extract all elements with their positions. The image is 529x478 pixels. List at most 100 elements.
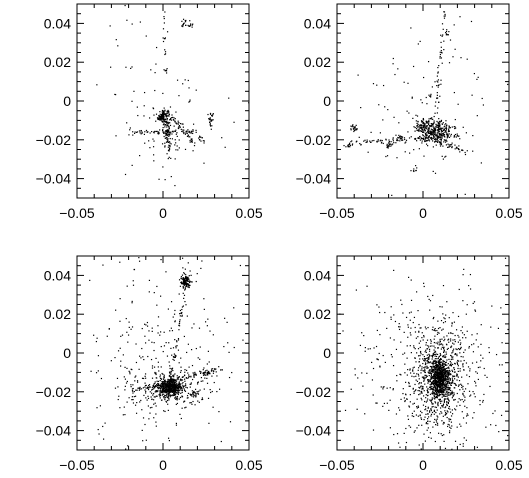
scatter-point xyxy=(133,90,135,92)
scatter-point xyxy=(194,404,196,406)
scatter-point xyxy=(459,399,462,401)
scatter-point xyxy=(425,342,427,344)
scatter-point xyxy=(450,346,452,349)
scatter-point xyxy=(446,382,448,384)
scatter-point xyxy=(128,326,130,328)
scatter-point xyxy=(96,337,98,339)
scatter-point xyxy=(132,284,135,286)
scatter-point xyxy=(151,406,153,409)
scatter-point xyxy=(440,379,443,381)
scatter-point xyxy=(434,424,437,426)
scatter-point xyxy=(447,134,449,136)
scatter-point xyxy=(445,379,447,381)
scatter-point xyxy=(175,129,177,131)
scatter-point xyxy=(242,339,244,341)
scatter-point xyxy=(168,385,170,387)
scatter-point xyxy=(213,370,215,373)
scatter-point xyxy=(428,410,431,412)
scatter-point xyxy=(168,383,170,385)
scatter-point xyxy=(208,370,210,373)
scatter-point xyxy=(169,383,171,386)
scatter-point xyxy=(399,446,401,448)
scatter-point xyxy=(153,132,155,134)
scatter-point xyxy=(162,350,164,353)
scatter-point xyxy=(438,355,441,357)
scatter-point xyxy=(178,279,181,281)
scatter-point xyxy=(432,326,434,328)
scatter-point xyxy=(354,368,356,370)
scatter-point xyxy=(212,370,214,372)
scatter-point xyxy=(190,383,192,385)
scatter-point xyxy=(426,400,428,402)
scatter-point xyxy=(192,129,194,131)
scatter-point xyxy=(189,383,191,385)
scatter-point xyxy=(453,136,455,138)
scatter-point xyxy=(165,384,168,386)
scatter-point xyxy=(427,420,429,422)
scatter-point xyxy=(355,129,357,131)
scatter-point xyxy=(420,390,423,393)
scatter-point xyxy=(123,376,125,378)
scatter-point xyxy=(441,386,444,388)
scatter-point xyxy=(447,338,450,340)
scatter-point xyxy=(376,140,378,142)
scatter-point xyxy=(444,383,446,385)
scatter-point xyxy=(436,409,438,411)
scatter-point xyxy=(173,383,176,385)
scatter-point xyxy=(182,283,184,285)
scatter-point xyxy=(445,130,447,133)
scatter-point xyxy=(172,382,174,384)
x-tick-label: 0.05 xyxy=(495,205,522,221)
scatter-point xyxy=(428,127,431,129)
scatter-point xyxy=(430,385,432,387)
scatter-point xyxy=(449,389,452,392)
scatter-point xyxy=(162,386,164,389)
scatter-point xyxy=(398,134,400,136)
scatter-point xyxy=(447,339,449,341)
scatter-point xyxy=(438,84,440,86)
scatter-point xyxy=(426,357,428,359)
scatter-point xyxy=(439,135,441,137)
scatter-point xyxy=(446,401,448,403)
scatter-point xyxy=(444,372,447,375)
scatter-point xyxy=(169,372,171,374)
scatter-point xyxy=(153,385,155,387)
scatter-point xyxy=(430,125,432,127)
scatter-point xyxy=(482,399,484,402)
scatter-point xyxy=(428,135,430,137)
scatter-point xyxy=(461,386,463,389)
scatter-point xyxy=(460,355,462,358)
scatter-point xyxy=(443,134,445,136)
scatter-point xyxy=(435,353,437,355)
scatter-point xyxy=(168,390,170,392)
scatter-point xyxy=(431,345,433,347)
y-tick-label: −0.02 xyxy=(296,132,332,148)
scatter-point xyxy=(489,385,491,388)
scatter-point xyxy=(451,363,454,366)
scatter-point xyxy=(441,130,443,133)
scatter-point xyxy=(180,277,182,279)
scatter-point xyxy=(423,376,425,378)
scatter-point xyxy=(454,440,457,442)
scatter-point xyxy=(446,29,448,31)
scatter-point xyxy=(439,128,441,130)
scatter-point xyxy=(446,386,448,388)
scatter-point xyxy=(159,395,161,397)
scatter-point xyxy=(467,383,469,385)
scatter-point xyxy=(158,115,160,117)
scatter-point xyxy=(450,135,452,137)
x-tick-label: 0 xyxy=(159,205,167,221)
scatter-point xyxy=(421,392,423,394)
scatter-point xyxy=(440,411,442,413)
scatter-point xyxy=(401,303,403,306)
scatter-point xyxy=(461,384,463,386)
scatter-point xyxy=(233,346,235,349)
scatter-point xyxy=(145,397,147,399)
scatter-point xyxy=(448,133,450,135)
scatter-point xyxy=(457,376,459,378)
scatter-point xyxy=(426,395,429,397)
scatter-point xyxy=(207,372,209,374)
scatter-point xyxy=(412,388,414,390)
scatter-point xyxy=(153,140,155,142)
scatter-point xyxy=(211,390,213,393)
